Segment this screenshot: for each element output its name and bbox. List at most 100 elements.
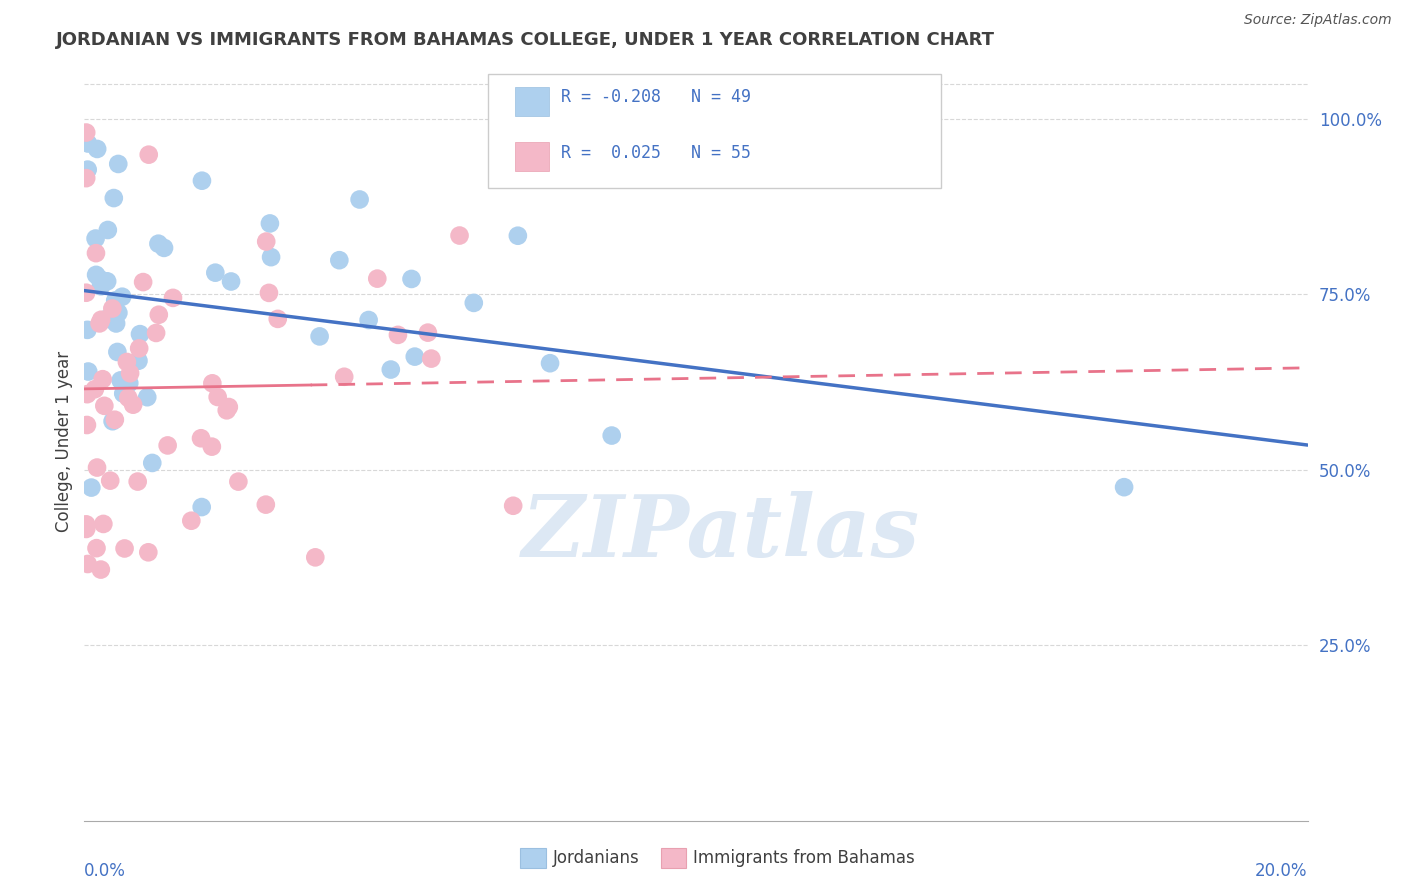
Point — [89, 272, 111, 286]
Point — [228, 475, 250, 489]
Point — [107, 306, 129, 320]
Point — [118, 376, 141, 390]
Point — [111, 290, 134, 304]
Point — [148, 236, 170, 251]
FancyBboxPatch shape — [515, 87, 550, 116]
Point — [538, 356, 561, 370]
Point — [218, 400, 240, 414]
Point — [1114, 480, 1136, 494]
Point — [259, 216, 281, 230]
Point — [215, 403, 238, 417]
Point — [190, 431, 212, 445]
Point — [357, 313, 380, 327]
Point — [404, 350, 426, 364]
Text: 20.0%: 20.0% — [1256, 863, 1308, 880]
Point — [127, 353, 149, 368]
Point — [564, 170, 586, 185]
Point — [84, 268, 107, 282]
Text: Source: ZipAtlas.com: Source: ZipAtlas.com — [1244, 13, 1392, 28]
FancyBboxPatch shape — [488, 74, 941, 187]
Point — [366, 271, 388, 285]
Point — [254, 235, 277, 249]
Point — [86, 142, 108, 156]
Y-axis label: College, Under 1 year: College, Under 1 year — [55, 351, 73, 533]
Point — [107, 157, 129, 171]
Point — [84, 246, 107, 260]
Point — [75, 522, 97, 536]
Point — [83, 382, 105, 396]
Point — [138, 147, 160, 161]
Point — [162, 291, 184, 305]
Point — [76, 162, 98, 177]
Point — [75, 171, 97, 186]
Point — [204, 266, 226, 280]
Point — [104, 413, 127, 427]
Point — [127, 475, 149, 489]
Point — [75, 126, 97, 140]
Point — [115, 355, 138, 369]
Point — [136, 545, 159, 559]
Text: R = -0.208   N = 49: R = -0.208 N = 49 — [561, 87, 751, 105]
Text: Immigrants from Bahamas: Immigrants from Bahamas — [693, 849, 915, 867]
Point — [117, 391, 139, 405]
Point — [90, 279, 112, 293]
Point — [349, 193, 371, 207]
Point — [122, 398, 145, 412]
Point — [219, 275, 242, 289]
Point — [129, 327, 152, 342]
Point — [304, 550, 326, 565]
Point — [77, 136, 100, 151]
Point — [93, 516, 115, 531]
Point — [132, 275, 155, 289]
Point — [145, 326, 167, 340]
FancyBboxPatch shape — [515, 142, 550, 171]
Text: ZIPatlas: ZIPatlas — [522, 491, 920, 574]
Text: R =  0.025   N = 55: R = 0.025 N = 55 — [561, 145, 751, 162]
Point — [114, 541, 136, 556]
Point — [112, 386, 135, 401]
Point — [180, 514, 202, 528]
Text: JORDANIAN VS IMMIGRANTS FROM BAHAMAS COLLEGE, UNDER 1 YEAR CORRELATION CHART: JORDANIAN VS IMMIGRANTS FROM BAHAMAS COL… — [56, 31, 995, 49]
Point — [105, 345, 128, 359]
Point — [190, 500, 212, 514]
Point — [148, 308, 170, 322]
Point — [84, 231, 107, 245]
Point — [97, 223, 120, 237]
Text: Jordanians: Jordanians — [553, 849, 640, 867]
Point — [267, 311, 290, 326]
Point — [308, 329, 330, 343]
Point — [502, 499, 524, 513]
Point — [75, 517, 97, 532]
Point — [101, 301, 124, 316]
Point — [153, 241, 176, 255]
Point — [191, 174, 214, 188]
Point — [89, 317, 111, 331]
Point — [257, 285, 280, 300]
Point — [90, 312, 112, 326]
Point — [141, 456, 163, 470]
Point — [201, 440, 224, 454]
Point — [254, 498, 277, 512]
Point — [96, 312, 118, 326]
Point — [136, 390, 159, 404]
Point — [420, 351, 443, 366]
Point — [260, 250, 283, 264]
Point — [110, 373, 132, 387]
Point — [380, 362, 402, 376]
Point — [128, 342, 150, 356]
Point — [76, 323, 98, 337]
Point — [96, 274, 118, 288]
Point — [76, 387, 98, 401]
Point — [90, 563, 112, 577]
Point — [101, 414, 124, 428]
Point — [463, 296, 485, 310]
Point — [387, 327, 409, 342]
Point — [103, 191, 125, 205]
Point — [201, 376, 224, 391]
Point — [76, 417, 98, 432]
Point — [333, 369, 356, 384]
Point — [120, 366, 142, 380]
Point — [86, 460, 108, 475]
Point — [86, 541, 108, 556]
Point — [104, 293, 127, 308]
